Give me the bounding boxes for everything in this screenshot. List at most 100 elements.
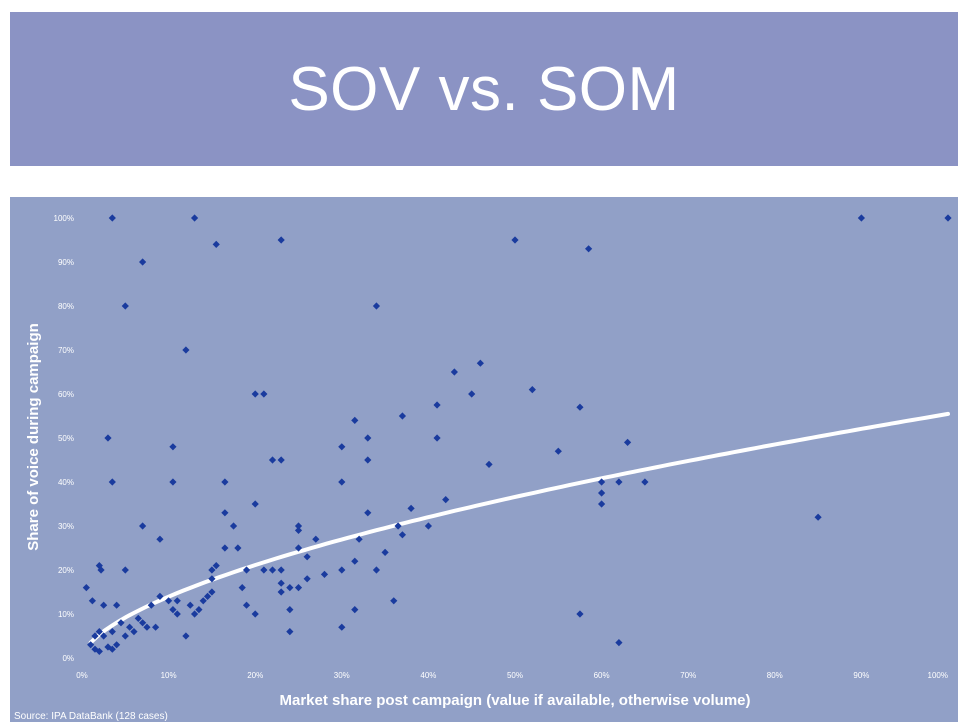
- data-point: [190, 610, 199, 618]
- data-point: [641, 478, 649, 486]
- data-point: [944, 214, 952, 222]
- data-point: [814, 513, 822, 521]
- data-point: [394, 522, 402, 530]
- data-point: [139, 619, 147, 627]
- data-point: [528, 386, 536, 394]
- data-point: [355, 535, 363, 543]
- data-point: [212, 562, 220, 570]
- y-tick-label: 90%: [58, 258, 74, 267]
- data-point: [97, 566, 105, 574]
- y-tick-label: 10%: [58, 610, 74, 619]
- data-point: [615, 478, 623, 486]
- data-point: [351, 606, 359, 614]
- y-tick-label: 30%: [58, 522, 74, 531]
- data-point: [169, 606, 177, 614]
- data-point: [442, 496, 450, 504]
- data-point: [260, 566, 268, 574]
- data-point: [372, 566, 381, 574]
- data-point: [260, 390, 268, 398]
- x-tick-label: 30%: [334, 671, 350, 680]
- data-point: [182, 632, 190, 640]
- x-tick-label: 60%: [594, 671, 610, 680]
- data-point: [623, 438, 632, 446]
- x-tick-label: 50%: [507, 671, 523, 680]
- data-point: [268, 566, 277, 574]
- data-point: [108, 478, 116, 486]
- data-point: [130, 628, 138, 636]
- data-point: [186, 601, 194, 609]
- data-point: [108, 214, 116, 222]
- data-point: [390, 597, 398, 605]
- data-point: [433, 401, 441, 409]
- data-point: [598, 478, 606, 486]
- x-tick-label: 40%: [420, 671, 436, 680]
- data-point: [303, 575, 311, 583]
- data-point: [173, 610, 181, 618]
- data-point: [615, 639, 623, 647]
- x-tick-label: 70%: [680, 671, 696, 680]
- data-point: [238, 584, 246, 592]
- data-point: [126, 623, 134, 631]
- slide-title: SOV vs. SOM: [288, 54, 680, 124]
- data-point: [190, 214, 199, 222]
- x-tick-label: 80%: [767, 671, 783, 680]
- data-point: [143, 623, 151, 631]
- data-point: [407, 504, 415, 512]
- data-point: [351, 416, 359, 424]
- data-point: [203, 592, 212, 600]
- data-point: [121, 632, 129, 640]
- scatter-chart: 0% 10% 20% 30% 40% 50% 60% 70% 80% 90% 100% 0% 10% 2…: [14, 214, 952, 722]
- data-point: [351, 557, 359, 565]
- data-point: [857, 214, 865, 222]
- data-point: [576, 403, 584, 411]
- data-point: [294, 544, 303, 552]
- y-axis-ticks: 0% 10% 20% 30% 40% 50% 60% 70% 80% 90% 100%: [54, 214, 74, 663]
- data-point: [113, 601, 121, 609]
- data-point: [286, 584, 294, 592]
- data-point: [364, 434, 372, 442]
- data-point: [139, 258, 147, 266]
- data-point: [286, 628, 294, 636]
- data-point: [199, 597, 207, 605]
- data-point: [91, 632, 99, 640]
- data-point: [169, 478, 177, 486]
- trend-line: [88, 411, 950, 645]
- x-tick-label: 10%: [161, 671, 177, 680]
- y-tick-label: 0%: [62, 654, 74, 663]
- data-point: [485, 460, 493, 468]
- data-point: [338, 566, 346, 574]
- x-axis-ticks: 0% 10% 20% 30% 40% 50% 60% 70% 80% 90% 100%: [76, 671, 948, 680]
- data-point: [104, 434, 112, 442]
- data-point: [476, 359, 484, 367]
- data-point: [95, 647, 103, 655]
- data-point: [598, 489, 606, 497]
- x-tick-label: 20%: [247, 671, 263, 680]
- data-point: [277, 236, 285, 244]
- source-note: Source: IPA DataBank (128 cases): [14, 711, 168, 722]
- data-point: [398, 531, 407, 539]
- chart-panel: 0% 10% 20% 30% 40% 50% 60% 70% 80% 90% 100% 0% 10% 2…: [10, 197, 958, 722]
- data-point: [134, 614, 142, 622]
- data-point: [113, 641, 121, 649]
- data-point: [338, 443, 346, 451]
- data-point: [398, 412, 407, 420]
- y-tick-label: 70%: [58, 346, 74, 355]
- data-point: [139, 522, 147, 530]
- x-tick-label: 100%: [928, 671, 948, 680]
- data-point: [182, 346, 190, 354]
- data-point: [251, 500, 259, 508]
- data-point: [554, 447, 562, 455]
- data-point: [208, 575, 216, 583]
- y-tick-label: 60%: [58, 390, 74, 399]
- data-point: [268, 456, 277, 464]
- y-axis-title: Share of voice during campaign: [25, 323, 42, 551]
- data-point: [242, 566, 251, 574]
- data-point: [121, 566, 129, 574]
- data-point: [242, 601, 251, 609]
- data-point: [251, 390, 259, 398]
- data-points: [82, 214, 952, 655]
- data-point: [147, 601, 155, 609]
- data-point: [511, 236, 519, 244]
- data-point: [294, 526, 303, 534]
- data-point: [117, 619, 125, 627]
